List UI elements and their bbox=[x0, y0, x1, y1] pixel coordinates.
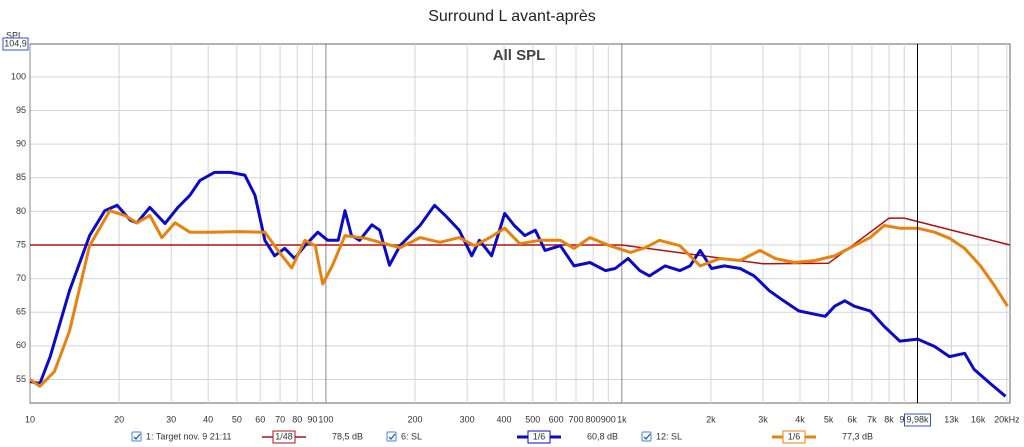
x-tick-label: 8k bbox=[884, 414, 894, 424]
x-tick-label: 400 bbox=[497, 414, 512, 424]
x-tick-label: 70 bbox=[275, 414, 285, 424]
legend-level: 60,8 dB bbox=[587, 431, 618, 441]
checkbox[interactable] bbox=[131, 431, 142, 442]
x-tick-label: 7k bbox=[867, 414, 877, 424]
check-mark bbox=[388, 433, 396, 440]
x-tick-label: 300 bbox=[460, 414, 475, 424]
smoothing-box[interactable] bbox=[782, 430, 806, 444]
checkbox[interactable] bbox=[641, 431, 652, 442]
x-tick-label: 700 bbox=[568, 414, 583, 424]
plot-background bbox=[29, 43, 1011, 404]
y-tick-label: 100 bbox=[11, 71, 26, 81]
x-tick-label: 2k bbox=[706, 414, 716, 424]
x-tick-label: 5k bbox=[824, 414, 834, 424]
checkbox[interactable] bbox=[386, 431, 397, 442]
x-tick-label: 500 bbox=[525, 414, 540, 424]
cursor-box bbox=[2, 37, 29, 51]
smoothing-box[interactable] bbox=[272, 430, 296, 444]
x-tick-label: 3k bbox=[758, 414, 768, 424]
x-tick-label: 900 bbox=[601, 414, 616, 424]
chart-title: Surround L avant-après bbox=[428, 8, 596, 25]
y-axis-label: SPL bbox=[6, 30, 23, 40]
check-mark bbox=[643, 433, 651, 440]
legend: 1: Target nov. 9 21:11 1/48 78,5 dB 6: SL 1/… bbox=[131, 430, 873, 444]
x-tick-label: 200 bbox=[407, 414, 422, 424]
x-tick-label: 80 bbox=[292, 414, 302, 424]
series-line bbox=[29, 170, 1007, 398]
x-tick-label: 16k bbox=[971, 414, 986, 424]
smoothing-box[interactable] bbox=[527, 430, 551, 444]
cursor-box bbox=[903, 413, 931, 427]
y-tick-label: 85 bbox=[16, 172, 26, 182]
annotation: All SPL bbox=[493, 47, 546, 64]
x-tick-label: 20kHz bbox=[994, 414, 1020, 424]
legend-label: 1: Target nov. 9 21:11 bbox=[146, 431, 232, 441]
x-tick-label: 1k bbox=[617, 414, 627, 424]
cursor-y-label: 104,9 bbox=[4, 38, 27, 48]
x-tick-label: 60 bbox=[255, 414, 265, 424]
x-tick-label: 40 bbox=[203, 414, 213, 424]
x-tick-label: 4k bbox=[795, 414, 805, 424]
cursor-x-label: 9,98k bbox=[906, 414, 929, 424]
y-tick-label: 60 bbox=[16, 340, 26, 350]
smoothing-label: 1/6 bbox=[788, 431, 801, 441]
legend-level: 77,3 dB bbox=[842, 431, 873, 441]
series-line bbox=[30, 217, 1011, 265]
x-tick-label: 20 bbox=[114, 414, 124, 424]
series-line bbox=[29, 209, 1009, 388]
x-tick-label: 800 bbox=[586, 414, 601, 424]
y-tick-label: 90 bbox=[16, 139, 26, 149]
legend-label: 12: SL bbox=[656, 431, 682, 441]
smoothing-label: 1/6 bbox=[533, 431, 546, 441]
y-tick-label: 75 bbox=[16, 239, 26, 249]
y-tick-label: 80 bbox=[16, 206, 26, 216]
x-tick-label: 100 bbox=[318, 414, 333, 424]
legend-level: 78,5 dB bbox=[332, 431, 363, 441]
legend-label: 6: SL bbox=[401, 431, 422, 441]
y-tick-label: 65 bbox=[16, 307, 26, 317]
x-tick-label: 600 bbox=[549, 414, 564, 424]
y-tick-label: 55 bbox=[16, 374, 26, 384]
plot-area bbox=[29, 43, 1011, 404]
x-tick-label: 50 bbox=[232, 414, 242, 424]
y-tick-label: 95 bbox=[16, 105, 26, 115]
x-tick-label: 10 bbox=[25, 414, 35, 424]
x-tick-label: 13k bbox=[944, 414, 959, 424]
x-tick-label: 6k bbox=[847, 414, 857, 424]
x-tick-label: 30 bbox=[166, 414, 176, 424]
check-mark bbox=[133, 433, 141, 440]
smoothing-label: 1/48 bbox=[275, 431, 293, 441]
y-tick-label: 70 bbox=[16, 273, 26, 283]
x-tick-label: 90 bbox=[307, 414, 317, 424]
